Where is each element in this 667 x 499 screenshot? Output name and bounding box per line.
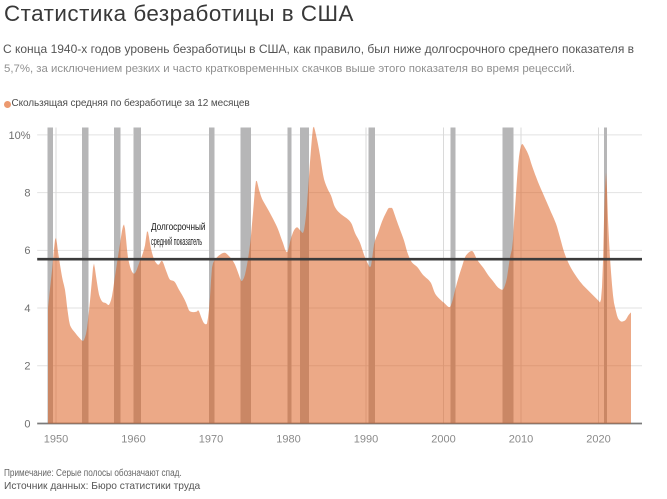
- svg-text:2000: 2000: [431, 433, 455, 445]
- svg-text:2020: 2020: [586, 433, 610, 445]
- svg-text:4: 4: [24, 303, 30, 315]
- svg-text:6: 6: [24, 245, 30, 257]
- svg-text:10%: 10%: [8, 130, 30, 142]
- svg-text:2: 2: [24, 361, 30, 373]
- svg-text:1960: 1960: [121, 433, 145, 445]
- svg-text:1970: 1970: [199, 433, 223, 445]
- svg-text:1990: 1990: [354, 433, 378, 445]
- svg-text:2010: 2010: [509, 433, 533, 445]
- svg-text:8: 8: [24, 188, 30, 200]
- svg-text:0: 0: [24, 418, 30, 430]
- svg-text:1980: 1980: [276, 433, 300, 445]
- svg-text:1950: 1950: [44, 433, 68, 445]
